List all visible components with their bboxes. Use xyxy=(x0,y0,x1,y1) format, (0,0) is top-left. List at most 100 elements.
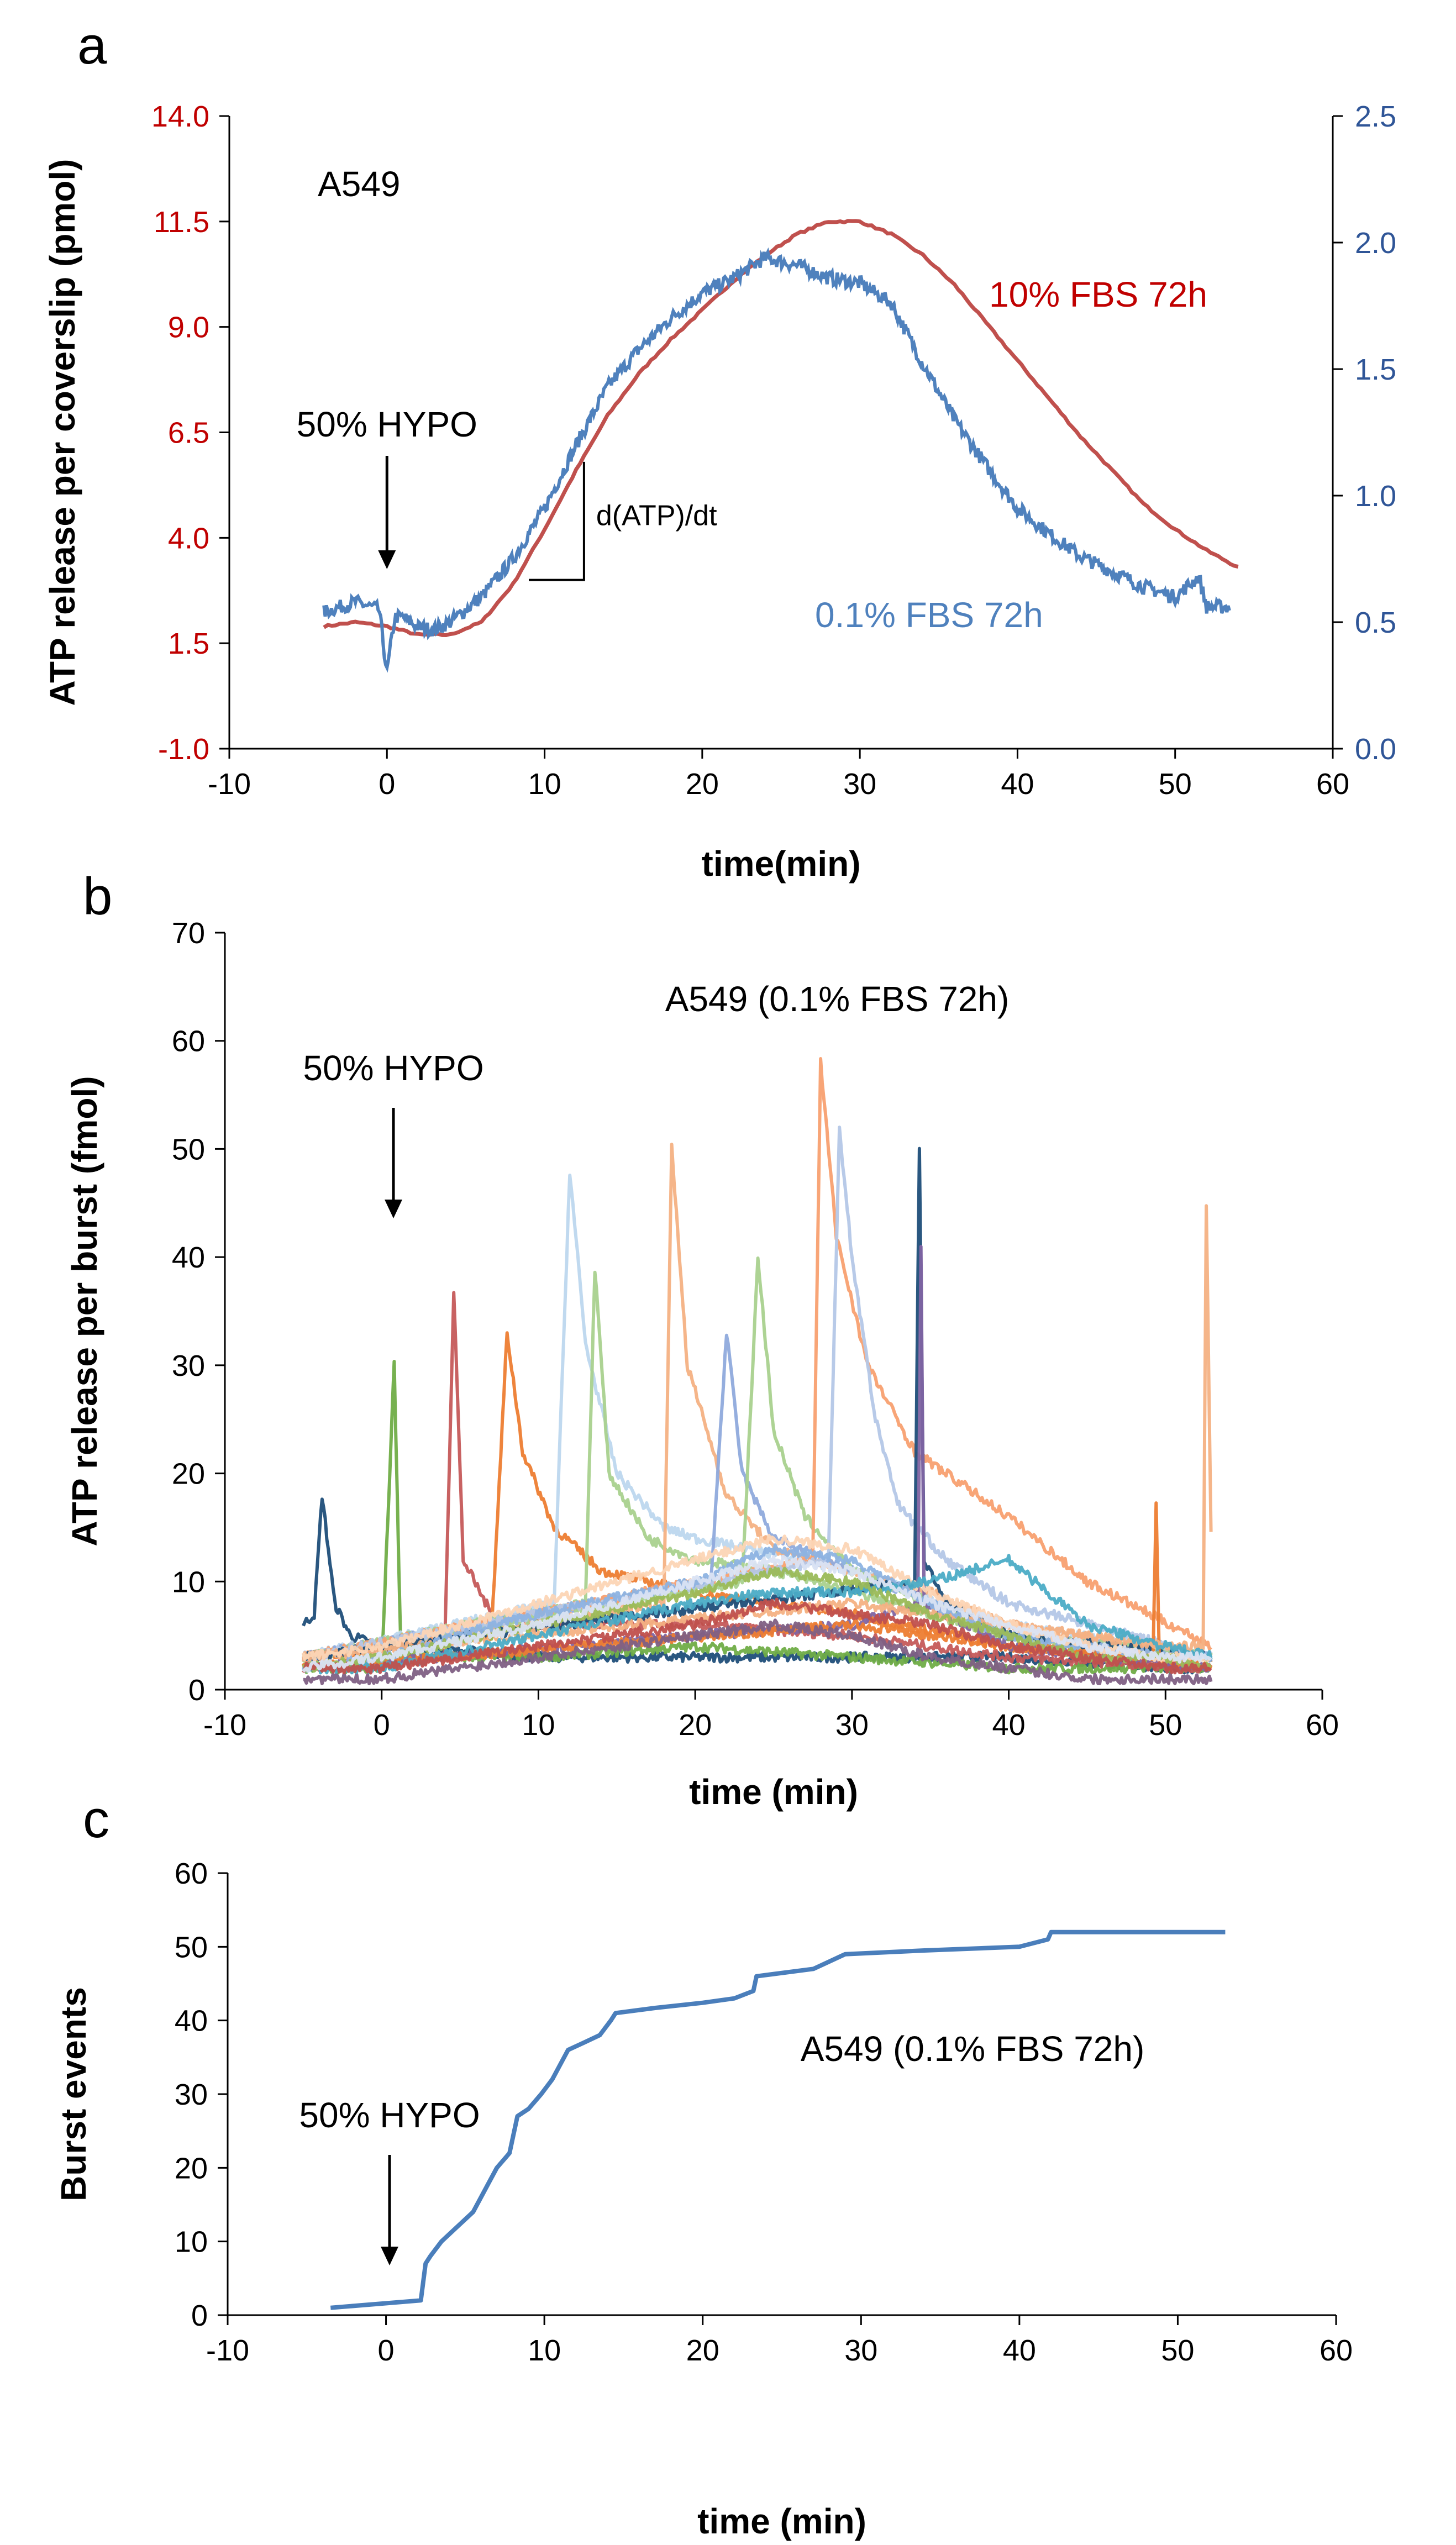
x-tick-label: 30 xyxy=(843,767,876,801)
y2-tick-label: 0.5 xyxy=(1355,606,1396,639)
panel-b-title: A549 (0.1% FBS 72h) xyxy=(665,979,1010,1019)
panel-b-letter: b xyxy=(83,867,112,926)
y-tick-label: 50 xyxy=(175,1931,208,1964)
x-tick-label: 30 xyxy=(835,1708,869,1742)
y-tick-label: 14.0 xyxy=(151,100,209,133)
panel-a: a -10 0 10 20 30 40 50 60 -1.0 1.5 4.0 6.5 9.0 11.5 14… xyxy=(43,16,1396,884)
panel-c-title: A549 (0.1% FBS 72h) xyxy=(801,2029,1145,2069)
y-tick-label: 40 xyxy=(175,2005,208,2038)
arrow-head xyxy=(378,550,396,569)
x-tick-label: 10 xyxy=(528,2334,561,2367)
burst-trace-7 xyxy=(302,1143,1213,1663)
x-tick-label: -10 xyxy=(203,1708,246,1742)
panel-b-stimulus-label: 50% HYPO xyxy=(303,1048,483,1088)
panel-b-x-axis-label: time (min) xyxy=(689,1772,858,1812)
y-tick-label: 30 xyxy=(175,2078,208,2111)
x-tick-label: 20 xyxy=(686,767,719,801)
panel-c-stimulus-arrow xyxy=(381,2155,398,2265)
panel-a-series-label-10pct: 10% FBS 72h xyxy=(989,275,1207,314)
y-tick-label: 60 xyxy=(175,1857,208,1890)
series-10pct-fbs-line xyxy=(323,219,1239,638)
panel-b-stimulus-arrow xyxy=(385,1108,402,1218)
x-tick-label: -10 xyxy=(206,2334,249,2367)
y-tick-label: 40 xyxy=(172,1241,205,1274)
x-tick-label: 20 xyxy=(686,2334,719,2367)
panel-a-stimulus-label: 50% HYPO xyxy=(297,404,477,444)
panel-b-y-axis-label: ATP release per burst (fmol) xyxy=(65,1076,104,1546)
x-tick-label: 20 xyxy=(679,1708,712,1742)
burst-trace-5 xyxy=(301,1174,1213,1663)
y2-tick-label: 1.0 xyxy=(1355,480,1396,513)
panel-a-x-axis-label: time(min) xyxy=(702,844,861,884)
y-tick-label: 20 xyxy=(172,1458,205,1491)
arrow-head xyxy=(381,2247,398,2265)
burst-trace-21 xyxy=(302,1597,1212,1675)
burst-trace-12 xyxy=(302,1147,1212,1663)
y-tick-label: 30 xyxy=(172,1349,205,1382)
y-tick-label: 6.5 xyxy=(168,417,209,450)
x-tick-label: -10 xyxy=(208,767,251,801)
panel-a-slope-label: d(ATP)/dt xyxy=(596,499,717,532)
y-tick-label: 9.0 xyxy=(168,311,209,344)
series-0.1pct-fbs-line xyxy=(322,247,1231,673)
panel-a-ticks: -10 0 10 20 30 40 50 60 -1.0 1.5 4.0 6.5 9.0 11.5 14.0… xyxy=(151,100,1396,801)
y-tick-label: 10 xyxy=(172,1565,205,1598)
y-tick-label: 1.5 xyxy=(168,627,209,660)
panel-a-cell-label: A549 xyxy=(318,164,400,204)
y-tick-label: 0 xyxy=(188,1674,205,1707)
panel-c-letter: c xyxy=(83,1790,109,1849)
y2-tick-label: 2.0 xyxy=(1355,227,1396,260)
x-tick-label: 0 xyxy=(379,767,395,801)
x-tick-label: 50 xyxy=(1159,767,1192,801)
x-tick-label: 40 xyxy=(1001,767,1034,801)
panel-a-series-label-0.1pct: 0.1% FBS 72h xyxy=(815,595,1043,635)
y2-tick-label: 1.5 xyxy=(1355,353,1396,386)
burst-trace-18 xyxy=(303,1618,1213,1685)
panel-a-stimulus-arrow xyxy=(378,456,396,569)
x-tick-label: 30 xyxy=(844,2334,877,2367)
y-tick-label: 60 xyxy=(172,1025,205,1058)
x-tick-label: 50 xyxy=(1149,1708,1182,1742)
burst-trace-22 xyxy=(302,1555,1212,1673)
y-tick-label: 0 xyxy=(191,2299,208,2332)
panel-c-series xyxy=(330,1929,1226,2310)
x-tick-label: 10 xyxy=(528,767,561,801)
panel-a-slope-bracket xyxy=(529,461,585,581)
burst-trace-1 xyxy=(302,1497,1212,1675)
panel-b-series xyxy=(301,1057,1213,1685)
slope-bracket-line xyxy=(529,461,585,581)
y-tick-label: 20 xyxy=(175,2152,208,2185)
panel-a-y-axis-label: ATP release per coverslip (pmol) xyxy=(43,159,82,706)
panel-a-series xyxy=(322,219,1239,673)
panel-c-x-axis-label: time (min) xyxy=(697,2501,866,2541)
y2-tick-label: 2.5 xyxy=(1355,100,1396,133)
y-tick-label: 11.5 xyxy=(154,206,209,239)
x-tick-label: 0 xyxy=(378,2334,395,2367)
panel-c-stimulus-label: 50% HYPO xyxy=(299,2095,480,2135)
y-tick-label: 10 xyxy=(175,2226,208,2259)
panel-a-letter: a xyxy=(77,16,107,75)
y2-tick-label: 0.0 xyxy=(1355,733,1396,766)
panel-c-y-axis-label: Burst events xyxy=(54,1987,93,2201)
x-tick-label: 60 xyxy=(1316,767,1349,801)
cumulative-burst-line xyxy=(330,1929,1226,2310)
x-tick-label: 50 xyxy=(1161,2334,1194,2367)
x-tick-label: 40 xyxy=(992,1708,1026,1742)
y-tick-label: 50 xyxy=(172,1133,205,1166)
x-tick-label: 40 xyxy=(1003,2334,1036,2367)
arrow-head xyxy=(385,1200,402,1218)
x-tick-label: 10 xyxy=(522,1708,555,1742)
x-tick-label: 0 xyxy=(374,1708,390,1742)
y-tick-label: 4.0 xyxy=(168,522,209,555)
burst-trace-11 xyxy=(301,1126,1212,1662)
x-tick-label: 60 xyxy=(1320,2334,1353,2367)
burst-trace-19 xyxy=(302,1554,1213,1675)
y-tick-label: 70 xyxy=(172,917,205,950)
y-tick-label: -1.0 xyxy=(158,733,209,766)
x-tick-label: 60 xyxy=(1306,1708,1339,1742)
